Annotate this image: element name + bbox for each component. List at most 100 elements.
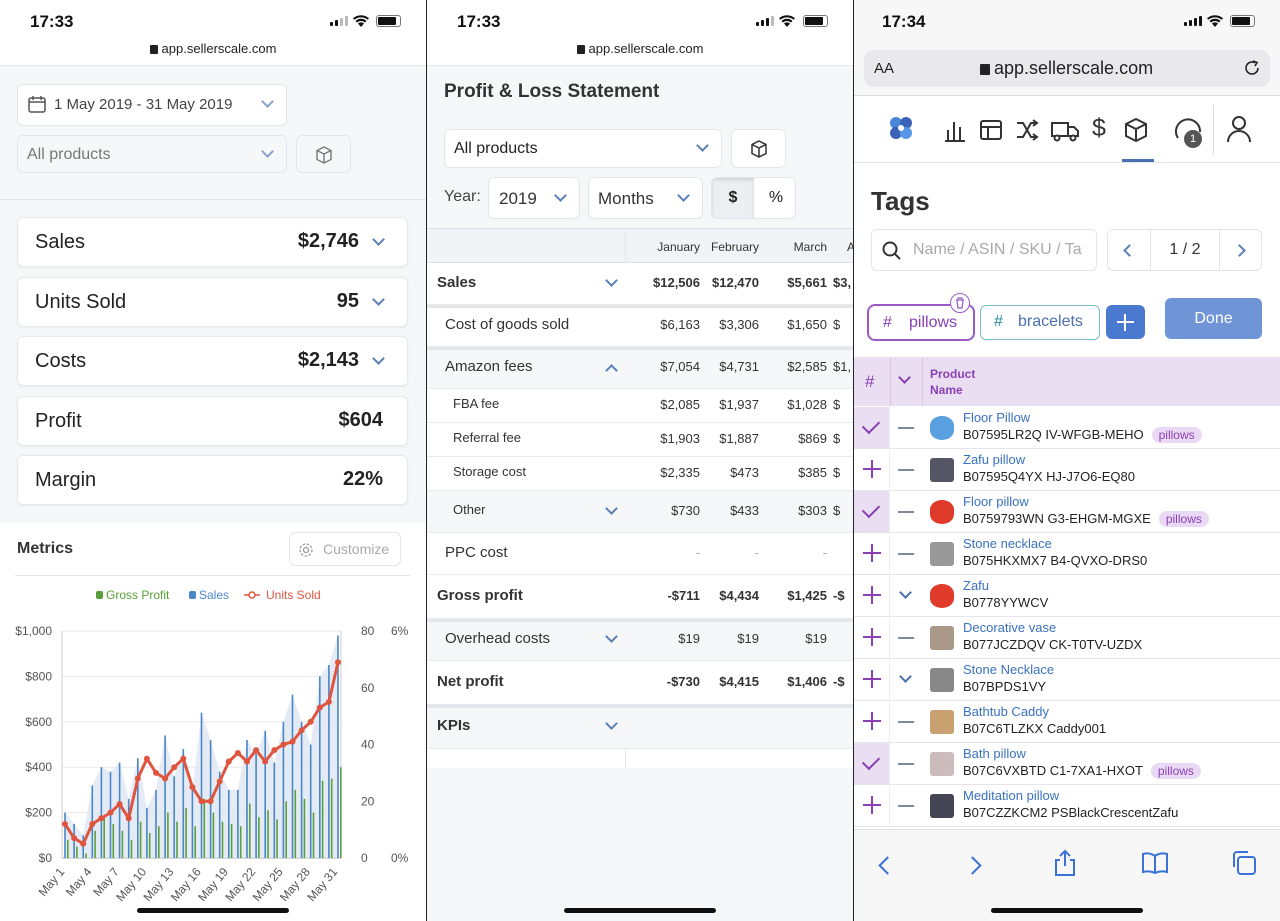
- date-range-label: 1 May 2019 - 31 May 2019: [54, 96, 233, 113]
- product-name[interactable]: Floor pillow: [963, 494, 1029, 509]
- product-row[interactable]: Stone necklace B075HKXMX7 B4-QVXO-DRS0: [854, 533, 1280, 575]
- table-row[interactable]: [427, 263, 853, 305]
- year-select[interactable]: 2019: [488, 177, 580, 219]
- row-add[interactable]: [854, 785, 890, 826]
- url-bar[interactable]: AA app.sellerscale.com: [864, 50, 1270, 87]
- product-name[interactable]: Bathtub Caddy: [963, 704, 1050, 719]
- row-checked[interactable]: [854, 407, 890, 448]
- shuffle-icon[interactable]: [1014, 116, 1040, 144]
- table-cell: $385: [798, 465, 827, 480]
- profit-bar: [167, 812, 169, 858]
- product-row[interactable]: Floor Pillow B07595LR2Q IV-WFGB-MEHO pillo…: [854, 407, 1280, 449]
- table-row[interactable]: [427, 705, 853, 749]
- profit-bar: [239, 826, 242, 858]
- chevron-down-icon[interactable]: [898, 371, 911, 384]
- user-icon[interactable]: [1225, 114, 1253, 144]
- reload-icon[interactable]: [1243, 59, 1261, 77]
- row-checked[interactable]: [854, 491, 890, 532]
- plus-icon: [863, 586, 881, 604]
- product-box-button[interactable]: [296, 135, 351, 173]
- box-icon[interactable]: [1123, 116, 1149, 144]
- lock-icon: [149, 45, 158, 54]
- metric-costs[interactable]: Costs $2,143: [17, 336, 408, 386]
- sales-bar: [64, 812, 66, 858]
- table-cell-clipped: $: [833, 465, 841, 480]
- row-checked[interactable]: [854, 743, 890, 784]
- page-indicator: 1 / 2: [1169, 241, 1201, 258]
- table-row[interactable]: [427, 347, 853, 389]
- product-name[interactable]: Stone necklace: [963, 536, 1052, 551]
- profit-bar: [76, 846, 78, 858]
- product-box-button[interactable]: [731, 129, 786, 168]
- product-row[interactable]: Bath pillow B07C6VXBTD C1-7XA1-HXOT pillow…: [854, 743, 1280, 785]
- table-row[interactable]: [427, 491, 853, 533]
- product-name[interactable]: Stone Necklace: [963, 662, 1055, 677]
- products-select[interactable]: All products: [444, 129, 722, 168]
- logo-icon[interactable]: [887, 114, 915, 142]
- toggle-percent[interactable]: %: [768, 189, 784, 206]
- table-icon[interactable]: [978, 116, 1004, 144]
- table-row[interactable]: [427, 619, 853, 661]
- tabs-icon[interactable]: [1231, 850, 1257, 876]
- product-row[interactable]: Meditation pillow B07CZZKCM2 PSBlackCresc…: [854, 785, 1280, 827]
- row-add[interactable]: [854, 533, 890, 574]
- done-button[interactable]: Done: [1165, 298, 1262, 339]
- product-name[interactable]: Meditation pillow: [963, 788, 1060, 803]
- truck-icon[interactable]: [1050, 116, 1080, 144]
- metric-units-sold[interactable]: Units Sold 95: [17, 277, 408, 327]
- add-tag-button[interactable]: [1106, 305, 1145, 339]
- product-name[interactable]: Floor Pillow: [963, 410, 1031, 425]
- toggle-dollar[interactable]: $: [712, 178, 754, 218]
- sales-bar: [237, 789, 239, 858]
- row-label: FBA fee: [453, 396, 500, 411]
- chevron-down-icon: [261, 145, 274, 158]
- select-all-icon[interactable]: #: [865, 372, 875, 391]
- product-row[interactable]: Zafu pillow B07595Q4YX HJ-J7O6-EQ80: [854, 449, 1280, 491]
- product-row[interactable]: Stone Necklace B07BPDS1VY: [854, 659, 1280, 701]
- product-row[interactable]: Zafu B0778YYWCV: [854, 575, 1280, 617]
- customize-button[interactable]: Customize: [289, 532, 401, 566]
- products-select[interactable]: All products: [17, 135, 287, 173]
- dollar-icon[interactable]: $: [1092, 114, 1106, 142]
- back-icon[interactable]: [878, 856, 897, 875]
- row-add[interactable]: [854, 575, 890, 616]
- product-row[interactable]: Floor pillow B0759793WN G3-EHGM-MGXE pillo…: [854, 491, 1280, 533]
- chart-icon[interactable]: [942, 116, 968, 144]
- product-name[interactable]: Zafu pillow: [963, 452, 1026, 467]
- table-cell: $12,470: [712, 275, 759, 290]
- url-bar[interactable]: app.sellerscale.com: [0, 41, 426, 56]
- bookmarks-icon[interactable]: [1141, 852, 1169, 874]
- legend-label: Gross Profit: [106, 588, 170, 602]
- metric-sales[interactable]: Sales $2,746: [17, 217, 408, 267]
- tag-chip-pillows[interactable]: # pillows: [867, 293, 975, 341]
- product-row[interactable]: Bathtub Caddy B07C6TLZKX Caddy001: [854, 701, 1280, 743]
- row-add[interactable]: [854, 449, 890, 490]
- row-add[interactable]: [854, 659, 890, 700]
- table-cell: $5,661: [787, 275, 827, 290]
- chevron-right-icon[interactable]: [1233, 244, 1246, 257]
- date-range-picker[interactable]: 1 May 2019 - 31 May 2019: [17, 84, 287, 126]
- row-label: Cost of goods sold: [445, 316, 570, 333]
- row-add[interactable]: [854, 617, 890, 658]
- plus-icon: [863, 544, 881, 562]
- notifications-icon[interactable]: [1173, 114, 1205, 146]
- text-size-button[interactable]: AA: [874, 60, 895, 77]
- row-add[interactable]: [854, 701, 890, 742]
- url-bar[interactable]: app.sellerscale.com: [427, 41, 853, 56]
- forward-icon[interactable]: [963, 856, 982, 875]
- period-select[interactable]: Months: [588, 177, 703, 219]
- units-point: [125, 815, 132, 822]
- product-name[interactable]: Zafu: [963, 578, 990, 593]
- chevron-down-icon[interactable]: [899, 670, 912, 683]
- share-icon[interactable]: [1053, 849, 1077, 877]
- search-input[interactable]: Name / ASIN / SKU / Ta: [871, 229, 1097, 271]
- product-row[interactable]: Decorative vase B077JCZDQV CK-T0TV-UZDX: [854, 617, 1280, 659]
- table-cell: -: [695, 545, 700, 560]
- product-name[interactable]: Decorative vase: [963, 620, 1057, 635]
- chevron-left-icon[interactable]: [1123, 244, 1136, 257]
- product-name[interactable]: Bath pillow: [963, 746, 1026, 761]
- chevron-down-icon[interactable]: [899, 586, 912, 599]
- tag-chip-bracelets[interactable]: # bracelets: [980, 305, 1100, 340]
- trash-icon[interactable]: [950, 293, 970, 313]
- product-sku: B07595Q4YX HJ-J7O6-EQ80: [963, 469, 1135, 484]
